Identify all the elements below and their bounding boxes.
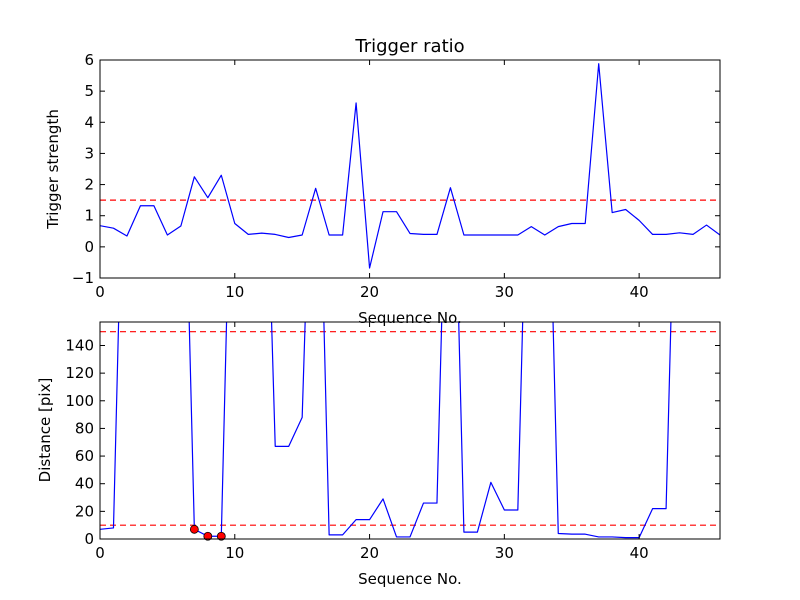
distance-y-tick-label: 20 [75, 502, 94, 520]
distance-y-tick-label: 0 [84, 530, 94, 548]
distance-y-tick-label: 80 [75, 419, 94, 437]
distance-threshold-lines [100, 331, 720, 526]
distance-y-tick-label: 120 [65, 364, 94, 382]
trigger-x-tick-label: 40 [630, 283, 649, 301]
distance-x-axis-label: Sequence No. [358, 570, 462, 588]
distance-marker-0 [189, 524, 199, 534]
distance-axes-frame [99, 321, 721, 540]
trigger-y-axis-label: Trigger strength [44, 109, 62, 230]
trigger-ratio-title: Trigger ratio [354, 36, 464, 57]
distance-y-tick-label: 40 [75, 475, 94, 493]
distance-y-ticks: 0 20 40 60 80 100 120 140 [65, 336, 720, 548]
distance-y-axis-label: Distance [pix] [36, 378, 54, 483]
trigger-y-tick-label: 3 [84, 144, 94, 162]
trigger-y-tick-label: 6 [84, 51, 94, 69]
trigger-y-tick-label: 5 [84, 82, 94, 100]
distance-x-tick-label: 30 [495, 544, 514, 562]
trigger-x-tick-label: 0 [95, 283, 105, 301]
distance-series-line-0 [100, 322, 672, 539]
distance-x-tick-label: 40 [630, 544, 649, 562]
distance-x-tick-label: 10 [225, 544, 244, 562]
distance-y-tick-label: 60 [75, 447, 94, 465]
trigger-axes-frame [99, 59, 721, 279]
distance-y-tick-label: 140 [65, 336, 94, 354]
distance-x-tick-label: 0 [95, 544, 105, 562]
trigger-y-tick-label: −1 [72, 269, 94, 287]
distance-marker-2 [216, 531, 226, 541]
trigger-y-tick-label: 0 [84, 238, 94, 256]
trigger-x-axis-label: Sequence No. [358, 309, 462, 327]
trigger-x-tick-label: 30 [495, 283, 514, 301]
distance-x-ticks: 0 10 20 30 40 [95, 322, 649, 562]
trigger-series-group [100, 63, 720, 269]
distance-x-tick-label: 20 [360, 544, 379, 562]
trigger-x-ticks: 0 10 20 30 40 [95, 60, 649, 301]
trigger-y-tick-label: 2 [84, 176, 94, 194]
distance-series-group [100, 322, 672, 539]
trigger-y-ticks: −1 0 1 2 3 4 5 6 [72, 51, 720, 287]
trigger-x-tick-label: 10 [225, 283, 244, 301]
distance-marker-1 [203, 531, 213, 541]
distance-y-tick-label: 100 [65, 392, 94, 410]
trigger-y-tick-label: 1 [84, 207, 94, 225]
trigger-x-tick-label: 20 [360, 283, 379, 301]
distance-markers-group [189, 524, 226, 541]
trigger-y-tick-label: 4 [84, 113, 94, 131]
trigger-series-line-0 [100, 63, 720, 269]
distance-subplot: 0 10 20 30 40 0 20 40 60 80 100 120 140 Sequence No… [36, 321, 721, 588]
